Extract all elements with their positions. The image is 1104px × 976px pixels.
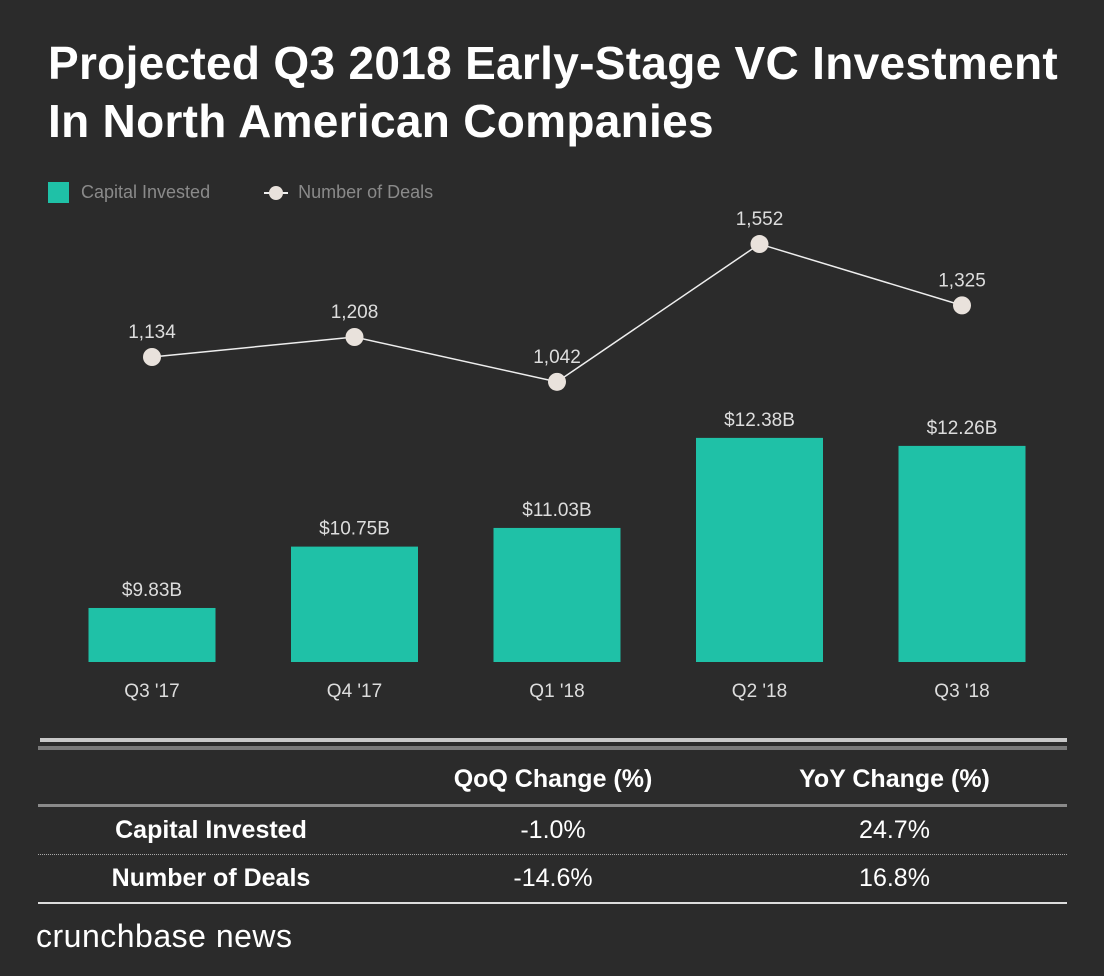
header-qoq: QoQ Change (%): [453, 764, 653, 793]
qoq-value: -1.0%: [520, 816, 586, 844]
table-top-rule: [40, 738, 1067, 742]
deals-point: [953, 296, 971, 315]
legend-capital-invested: Capital Invested: [81, 182, 211, 202]
qoq-value: -14.6%: [513, 864, 593, 892]
bar-label: $12.26B: [927, 418, 998, 439]
table-top-rule-2: [38, 746, 1067, 750]
legend: Capital Invested Number of Deals: [48, 182, 433, 203]
legend-line-marker: [264, 183, 289, 203]
deals-label: 1,208: [331, 302, 379, 323]
crunchbase-news-logo: crunchbase news: [36, 918, 293, 954]
table-row: Number of Deals -14.6% 16.8%: [38, 855, 1067, 904]
bar-label: $11.03B: [522, 500, 591, 521]
deals-label: 1,042: [533, 347, 581, 368]
x-tick-label: Q3 '17: [124, 681, 179, 702]
yoy-value: 24.7%: [859, 816, 930, 844]
row-label: Number of Deals: [111, 864, 311, 892]
bar: [88, 607, 216, 662]
bar-label: $10.75B: [319, 519, 390, 540]
bar: [291, 546, 418, 662]
yoy-value: 16.8%: [859, 864, 930, 892]
deals-point: [548, 372, 566, 391]
bar: [696, 437, 823, 662]
bar-label: $9.83B: [122, 580, 182, 601]
x-tick-label: Q3 '18: [934, 681, 989, 702]
deals-label: 1,325: [938, 270, 986, 291]
deals-point: [750, 235, 769, 254]
deals-label: 1,552: [736, 209, 784, 230]
x-tick-label: Q4 '17: [327, 681, 382, 702]
deals-label: 1,134: [128, 322, 176, 343]
table-row: Capital Invested -1.0% 24.7%: [38, 807, 1067, 855]
legend-bar-swatch: [48, 182, 69, 203]
combo-chart: $9.83B Q3 '17 $10.75B Q4 '17 $11.03B Q1 '18 $1…: [88, 209, 1026, 702]
chart-title: Projected Q3 2018 Early-Stage VC Investm…: [48, 37, 1058, 147]
header-yoy: YoY Change (%): [799, 764, 990, 793]
legend-number-of-deals: Number of Deals: [298, 182, 434, 202]
change-table: QoQ Change (%) YoY Change (%) Capital In…: [38, 738, 1067, 904]
deals-point: [143, 348, 161, 366]
bar: [898, 445, 1026, 662]
bar-label: $12.38B: [724, 410, 795, 431]
deals-point: [345, 327, 364, 346]
x-tick-label: Q1 '18: [529, 681, 584, 702]
x-tick-label: Q2 '18: [732, 681, 787, 702]
row-label: Capital Invested: [115, 816, 307, 844]
bar: [493, 527, 621, 662]
table-header: QoQ Change (%) YoY Change (%): [38, 754, 1067, 807]
